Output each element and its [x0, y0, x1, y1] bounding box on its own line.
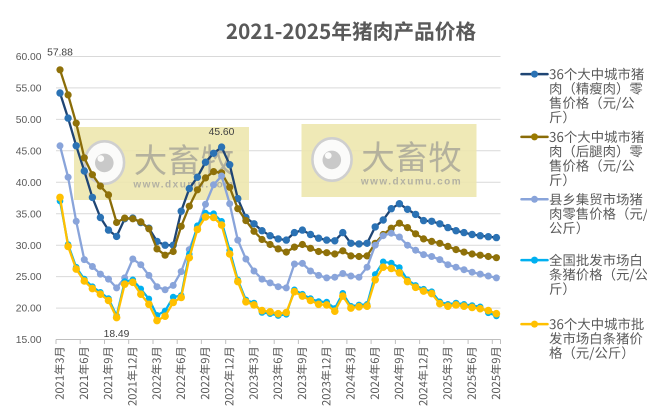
svg-text:www.dxumu.com: www.dxumu.com: [360, 177, 462, 188]
svg-text:57.88: 57.88: [47, 48, 73, 59]
svg-text:40.00: 40.00: [16, 178, 42, 189]
svg-text:25.00: 25.00: [16, 272, 42, 283]
svg-text:20.00: 20.00: [16, 304, 42, 315]
svg-text:55.00: 55.00: [16, 84, 42, 95]
svg-text:35.00: 35.00: [16, 209, 42, 220]
svg-text:18.49: 18.49: [104, 329, 130, 340]
svg-text:50.00: 50.00: [16, 115, 42, 126]
svg-text:60.00: 60.00: [16, 52, 42, 63]
svg-text:www.dxumu.com: www.dxumu.com: [132, 180, 234, 191]
svg-text:45.00: 45.00: [16, 146, 42, 157]
svg-text:15.00: 15.00: [16, 335, 42, 346]
svg-text:30.00: 30.00: [16, 241, 42, 252]
svg-text:45.60: 45.60: [209, 127, 235, 138]
